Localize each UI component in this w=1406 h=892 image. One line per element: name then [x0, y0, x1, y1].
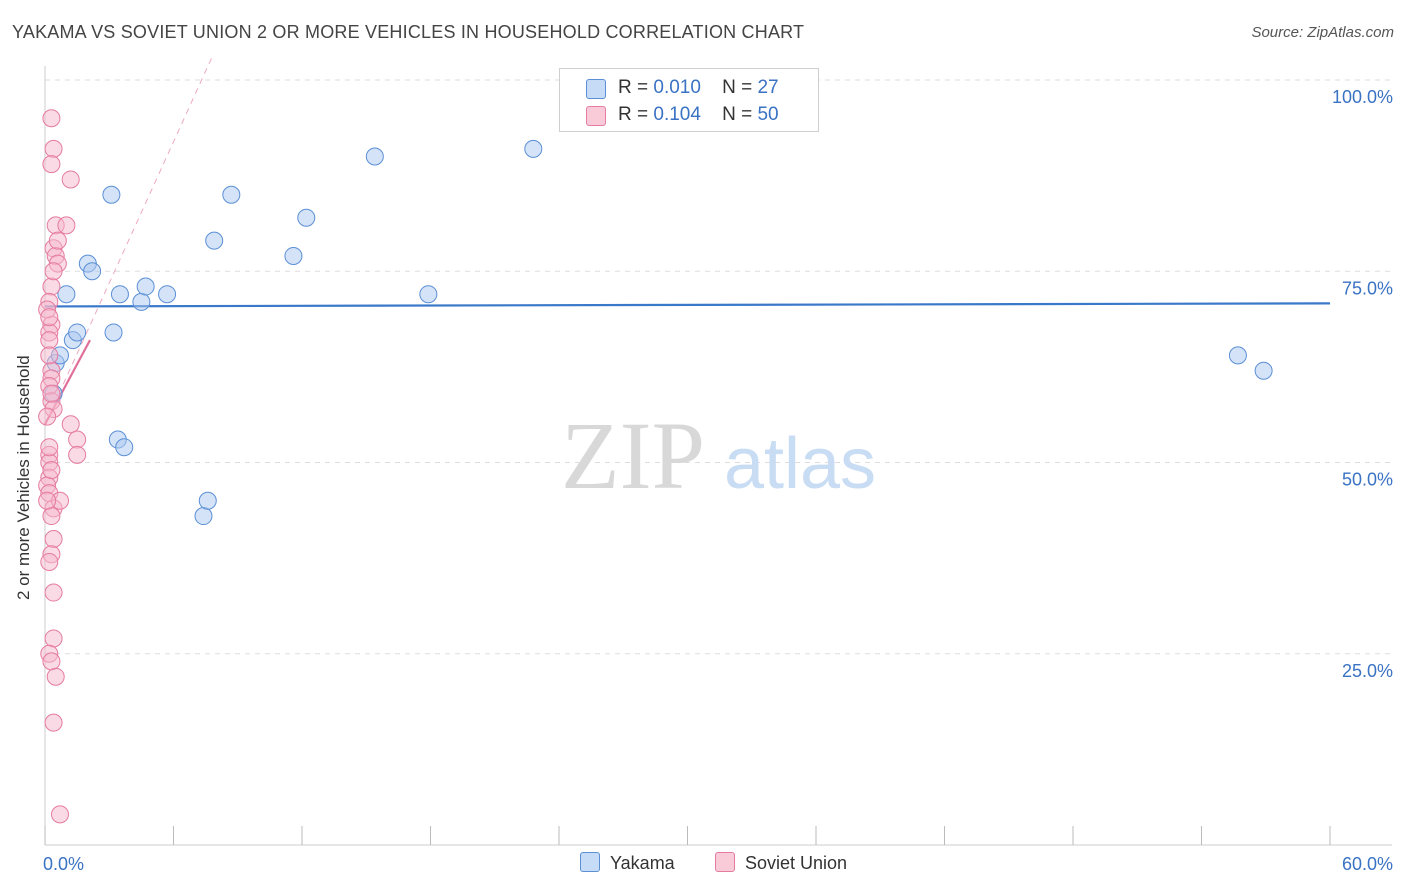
- legend-r-value: 0.010: [653, 77, 701, 98]
- point-soviet: [40, 552, 59, 571]
- legend-n-label: N =: [722, 77, 753, 98]
- point-soviet: [68, 445, 87, 464]
- point-soviet: [40, 438, 59, 457]
- point-soviet: [44, 139, 63, 158]
- point-soviet: [46, 667, 65, 686]
- axes: [44, 66, 1392, 846]
- point-yakama: [1254, 361, 1273, 380]
- point-yakama: [110, 285, 129, 304]
- point-soviet: [42, 277, 61, 296]
- legend-r-label: R =: [618, 77, 649, 98]
- point-soviet: [40, 308, 59, 327]
- x-tick-label: 0.0%: [43, 854, 84, 874]
- point-soviet: [42, 507, 61, 526]
- trend-line-yakama: [44, 302, 1331, 308]
- chart-title: YAKAMA VS SOVIET UNION 2 OR MORE VEHICLE…: [12, 22, 805, 42]
- data-points: [38, 109, 1273, 824]
- point-soviet: [42, 652, 61, 671]
- point-soviet: [40, 346, 59, 365]
- point-soviet: [48, 231, 67, 250]
- source-label: Source: ZipAtlas.com: [1251, 24, 1394, 41]
- legend-n-value: 50: [757, 104, 779, 125]
- point-soviet: [44, 530, 63, 548]
- bottom-legend-yakama: Yakama: [580, 852, 675, 874]
- point-yakama: [524, 139, 543, 158]
- point-soviet: [44, 713, 63, 732]
- point-yakama: [83, 262, 102, 281]
- y-tick-label: 25.0%: [1342, 661, 1393, 681]
- point-soviet: [44, 583, 63, 602]
- point-yakama: [284, 246, 303, 265]
- point-soviet: [61, 170, 80, 189]
- point-soviet: [68, 430, 87, 449]
- watermark-zip: ZIP: [561, 402, 705, 509]
- point-soviet: [40, 331, 59, 350]
- point-soviet: [61, 415, 80, 434]
- stats-legend: R = 0.010 N = 27 R = 0.104 N = 50: [559, 68, 819, 132]
- y-tick-label: 50.0%: [1342, 470, 1393, 490]
- legend-r-label: R =: [618, 104, 649, 125]
- bottom-legend-label-yakama: Yakama: [610, 853, 675, 873]
- legend-swatch-yakama: [586, 79, 606, 99]
- tick-labels: 25.0% 50.0% 75.0% 100.0% 0.0% 60.0%: [43, 87, 1393, 874]
- point-yakama: [68, 323, 87, 342]
- y-tick-label: 75.0%: [1342, 278, 1393, 298]
- legend-swatch-soviet: [586, 106, 606, 126]
- point-yakama: [132, 292, 151, 311]
- point-soviet: [42, 109, 61, 128]
- point-yakama: [115, 438, 134, 457]
- point-yakama: [194, 507, 213, 526]
- x-tick-label: 60.0%: [1342, 854, 1393, 874]
- legend-n-label: N =: [722, 104, 753, 125]
- point-yakama: [57, 285, 76, 304]
- point-soviet: [42, 155, 61, 174]
- point-yakama: [1228, 346, 1247, 365]
- bottom-legend-swatch-soviet: [715, 852, 735, 872]
- point-yakama: [205, 231, 224, 250]
- point-yakama: [158, 285, 177, 304]
- legend-r-value: 0.104: [653, 104, 701, 125]
- trend-line-soviet-extended: [44, 56, 213, 425]
- watermark-atlas: atlas: [724, 424, 876, 504]
- point-soviet: [44, 262, 63, 281]
- point-yakama: [198, 491, 217, 510]
- grid-lines: [45, 79, 1392, 655]
- point-yakama: [297, 208, 316, 227]
- point-yakama: [102, 185, 121, 204]
- point-soviet: [38, 407, 57, 426]
- point-soviet: [57, 216, 76, 235]
- point-soviet: [38, 491, 57, 510]
- point-yakama: [222, 185, 241, 204]
- watermark: ZIP atlas: [561, 402, 876, 509]
- point-soviet: [42, 384, 61, 403]
- point-yakama: [136, 277, 155, 296]
- legend-n-value: 27: [757, 77, 779, 98]
- bottom-legend-label-soviet: Soviet Union: [745, 853, 848, 873]
- y-tick-label: 100.0%: [1332, 87, 1393, 107]
- point-yakama: [104, 323, 123, 342]
- point-soviet: [42, 461, 61, 480]
- point-soviet: [44, 629, 63, 648]
- y-axis-label: 2 or more Vehicles in Household: [14, 355, 33, 600]
- bottom-legend-swatch-yakama: [580, 852, 600, 872]
- bottom-legend-soviet: Soviet Union: [715, 852, 847, 874]
- point-yakama: [419, 285, 438, 304]
- point-soviet: [50, 805, 69, 824]
- point-yakama: [365, 147, 384, 166]
